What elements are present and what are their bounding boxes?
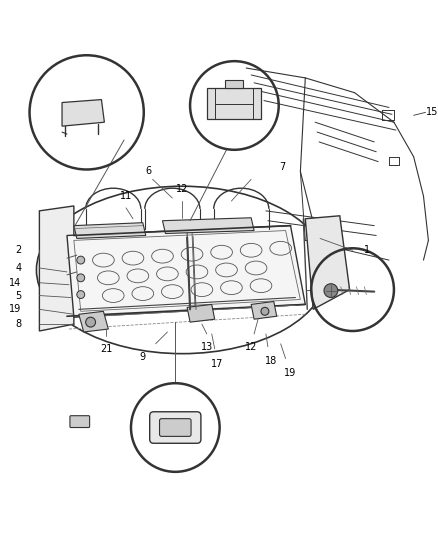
Circle shape	[85, 317, 95, 327]
Text: 11: 11	[120, 191, 132, 201]
Polygon shape	[74, 223, 145, 238]
Polygon shape	[67, 225, 304, 317]
Polygon shape	[39, 206, 74, 331]
Circle shape	[77, 274, 85, 282]
Circle shape	[260, 308, 268, 315]
Text: 12: 12	[244, 342, 257, 352]
Circle shape	[323, 284, 337, 297]
FancyBboxPatch shape	[159, 418, 191, 437]
Text: 12: 12	[176, 184, 188, 194]
Polygon shape	[187, 304, 214, 322]
Text: 19: 19	[284, 368, 296, 378]
Text: 7: 7	[279, 161, 285, 172]
Text: 13: 13	[200, 342, 212, 352]
Text: 8: 8	[15, 319, 21, 329]
Text: 15: 15	[425, 107, 438, 117]
Text: 2: 2	[15, 245, 21, 255]
Text: 1: 1	[364, 245, 370, 255]
FancyBboxPatch shape	[149, 412, 201, 443]
Text: 17: 17	[210, 359, 223, 368]
Text: 19: 19	[9, 304, 21, 314]
Polygon shape	[206, 88, 260, 119]
Text: 9: 9	[139, 352, 145, 361]
Polygon shape	[251, 302, 276, 319]
Circle shape	[77, 256, 85, 264]
Text: 6: 6	[145, 166, 152, 176]
FancyBboxPatch shape	[70, 416, 89, 427]
Text: 14: 14	[9, 278, 21, 288]
Circle shape	[77, 290, 85, 298]
Text: 21: 21	[100, 344, 112, 354]
Text: 5: 5	[15, 290, 21, 301]
Text: 4: 4	[15, 263, 21, 273]
Polygon shape	[162, 218, 254, 233]
Text: 18: 18	[264, 356, 276, 366]
Polygon shape	[224, 80, 243, 88]
Polygon shape	[304, 216, 349, 309]
Polygon shape	[62, 100, 104, 126]
Polygon shape	[78, 311, 108, 332]
